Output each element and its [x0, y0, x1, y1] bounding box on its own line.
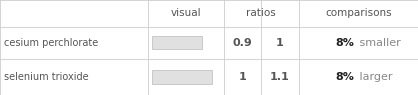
Text: 1: 1 [239, 72, 246, 82]
Text: cesium perchlorate: cesium perchlorate [4, 38, 98, 48]
Text: 1.1: 1.1 [270, 72, 290, 82]
Text: larger: larger [356, 72, 393, 82]
Text: visual: visual [171, 8, 201, 18]
Text: comparisons: comparisons [325, 8, 392, 18]
Text: smaller: smaller [356, 38, 401, 48]
Bar [152, 70, 212, 84]
Text: 0.9: 0.9 [232, 38, 252, 48]
Text: ratios: ratios [246, 8, 276, 18]
Text: 8%: 8% [335, 72, 354, 82]
Bar [152, 36, 201, 49]
Text: selenium trioxide: selenium trioxide [4, 72, 89, 82]
Text: 8%: 8% [335, 38, 354, 48]
Text: 1: 1 [276, 38, 284, 48]
